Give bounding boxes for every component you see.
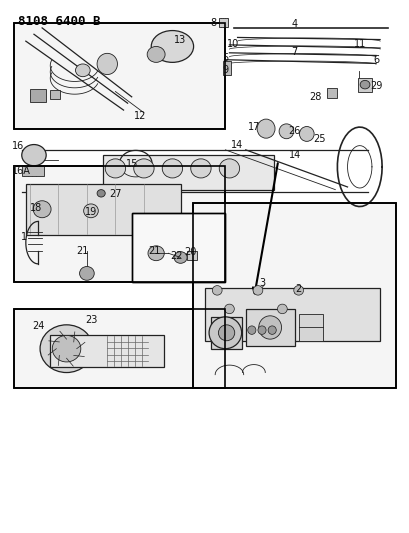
Text: 23: 23 [85,314,97,325]
FancyBboxPatch shape [245,309,294,346]
FancyBboxPatch shape [30,89,46,102]
FancyBboxPatch shape [50,90,60,100]
Text: 13: 13 [174,35,186,45]
Text: 17: 17 [247,122,259,132]
Text: 16: 16 [11,141,24,151]
Text: 26: 26 [288,126,300,136]
FancyBboxPatch shape [298,314,322,341]
FancyBboxPatch shape [192,203,396,389]
FancyBboxPatch shape [103,155,274,190]
Text: 11: 11 [353,39,365,49]
Ellipse shape [212,286,222,295]
Text: 7: 7 [291,47,297,56]
Text: 8: 8 [209,18,216,28]
Text: 29: 29 [369,81,381,91]
Ellipse shape [105,159,125,178]
Ellipse shape [209,317,241,349]
Ellipse shape [148,246,164,261]
Text: 22: 22 [170,251,182,261]
Ellipse shape [257,326,265,334]
FancyBboxPatch shape [13,22,225,128]
Ellipse shape [151,30,193,62]
Bar [131,214,225,282]
Ellipse shape [52,335,81,362]
Ellipse shape [40,325,93,373]
Text: 9: 9 [222,66,228,75]
Ellipse shape [224,304,234,314]
Text: 20: 20 [184,247,196,257]
Text: 28: 28 [308,92,320,102]
Ellipse shape [97,53,117,75]
Ellipse shape [293,286,303,295]
Ellipse shape [147,46,165,62]
Ellipse shape [252,286,262,295]
Ellipse shape [359,80,369,89]
Text: 21: 21 [148,246,160,256]
Ellipse shape [75,64,90,77]
FancyBboxPatch shape [13,309,225,389]
Ellipse shape [267,326,276,334]
FancyBboxPatch shape [13,166,225,282]
Text: 2: 2 [295,284,301,294]
Ellipse shape [299,126,313,141]
Ellipse shape [190,159,211,178]
FancyBboxPatch shape [204,288,379,341]
Text: 21: 21 [76,246,89,256]
Ellipse shape [174,252,187,263]
Text: 1: 1 [21,232,27,243]
FancyBboxPatch shape [50,335,164,367]
FancyBboxPatch shape [357,78,371,92]
Text: 12: 12 [133,111,146,122]
Text: 4: 4 [291,19,297,29]
FancyBboxPatch shape [219,18,228,27]
Ellipse shape [277,304,287,314]
Bar [192,203,396,389]
Text: 27: 27 [109,189,121,199]
Ellipse shape [79,266,94,280]
Ellipse shape [83,204,98,217]
FancyBboxPatch shape [326,88,337,98]
Ellipse shape [256,119,274,138]
Text: 3: 3 [258,278,265,288]
FancyBboxPatch shape [223,61,230,75]
Bar [13,309,225,389]
FancyBboxPatch shape [186,251,196,260]
Ellipse shape [219,159,239,178]
Ellipse shape [22,144,46,166]
Text: 19: 19 [85,207,97,217]
Ellipse shape [218,325,234,341]
Text: 6: 6 [372,55,378,64]
Ellipse shape [279,124,293,139]
FancyBboxPatch shape [211,317,241,349]
Bar [13,166,225,282]
Text: 8108 6400 B: 8108 6400 B [18,14,100,28]
Ellipse shape [247,326,255,334]
Text: 10: 10 [227,39,239,49]
Text: 24: 24 [32,321,44,331]
Text: 15: 15 [125,159,137,169]
Ellipse shape [258,316,281,339]
Text: 25: 25 [312,134,324,144]
Ellipse shape [97,190,105,197]
Text: 5: 5 [222,53,228,63]
FancyBboxPatch shape [131,214,225,282]
Ellipse shape [133,159,154,178]
Ellipse shape [33,201,51,217]
Text: 14: 14 [288,150,300,160]
FancyBboxPatch shape [26,184,180,235]
Bar [13,22,225,128]
Text: 18: 18 [30,203,42,213]
Text: 16A: 16A [12,166,31,176]
Ellipse shape [162,159,182,178]
FancyBboxPatch shape [22,166,44,176]
Text: 14: 14 [231,140,243,150]
